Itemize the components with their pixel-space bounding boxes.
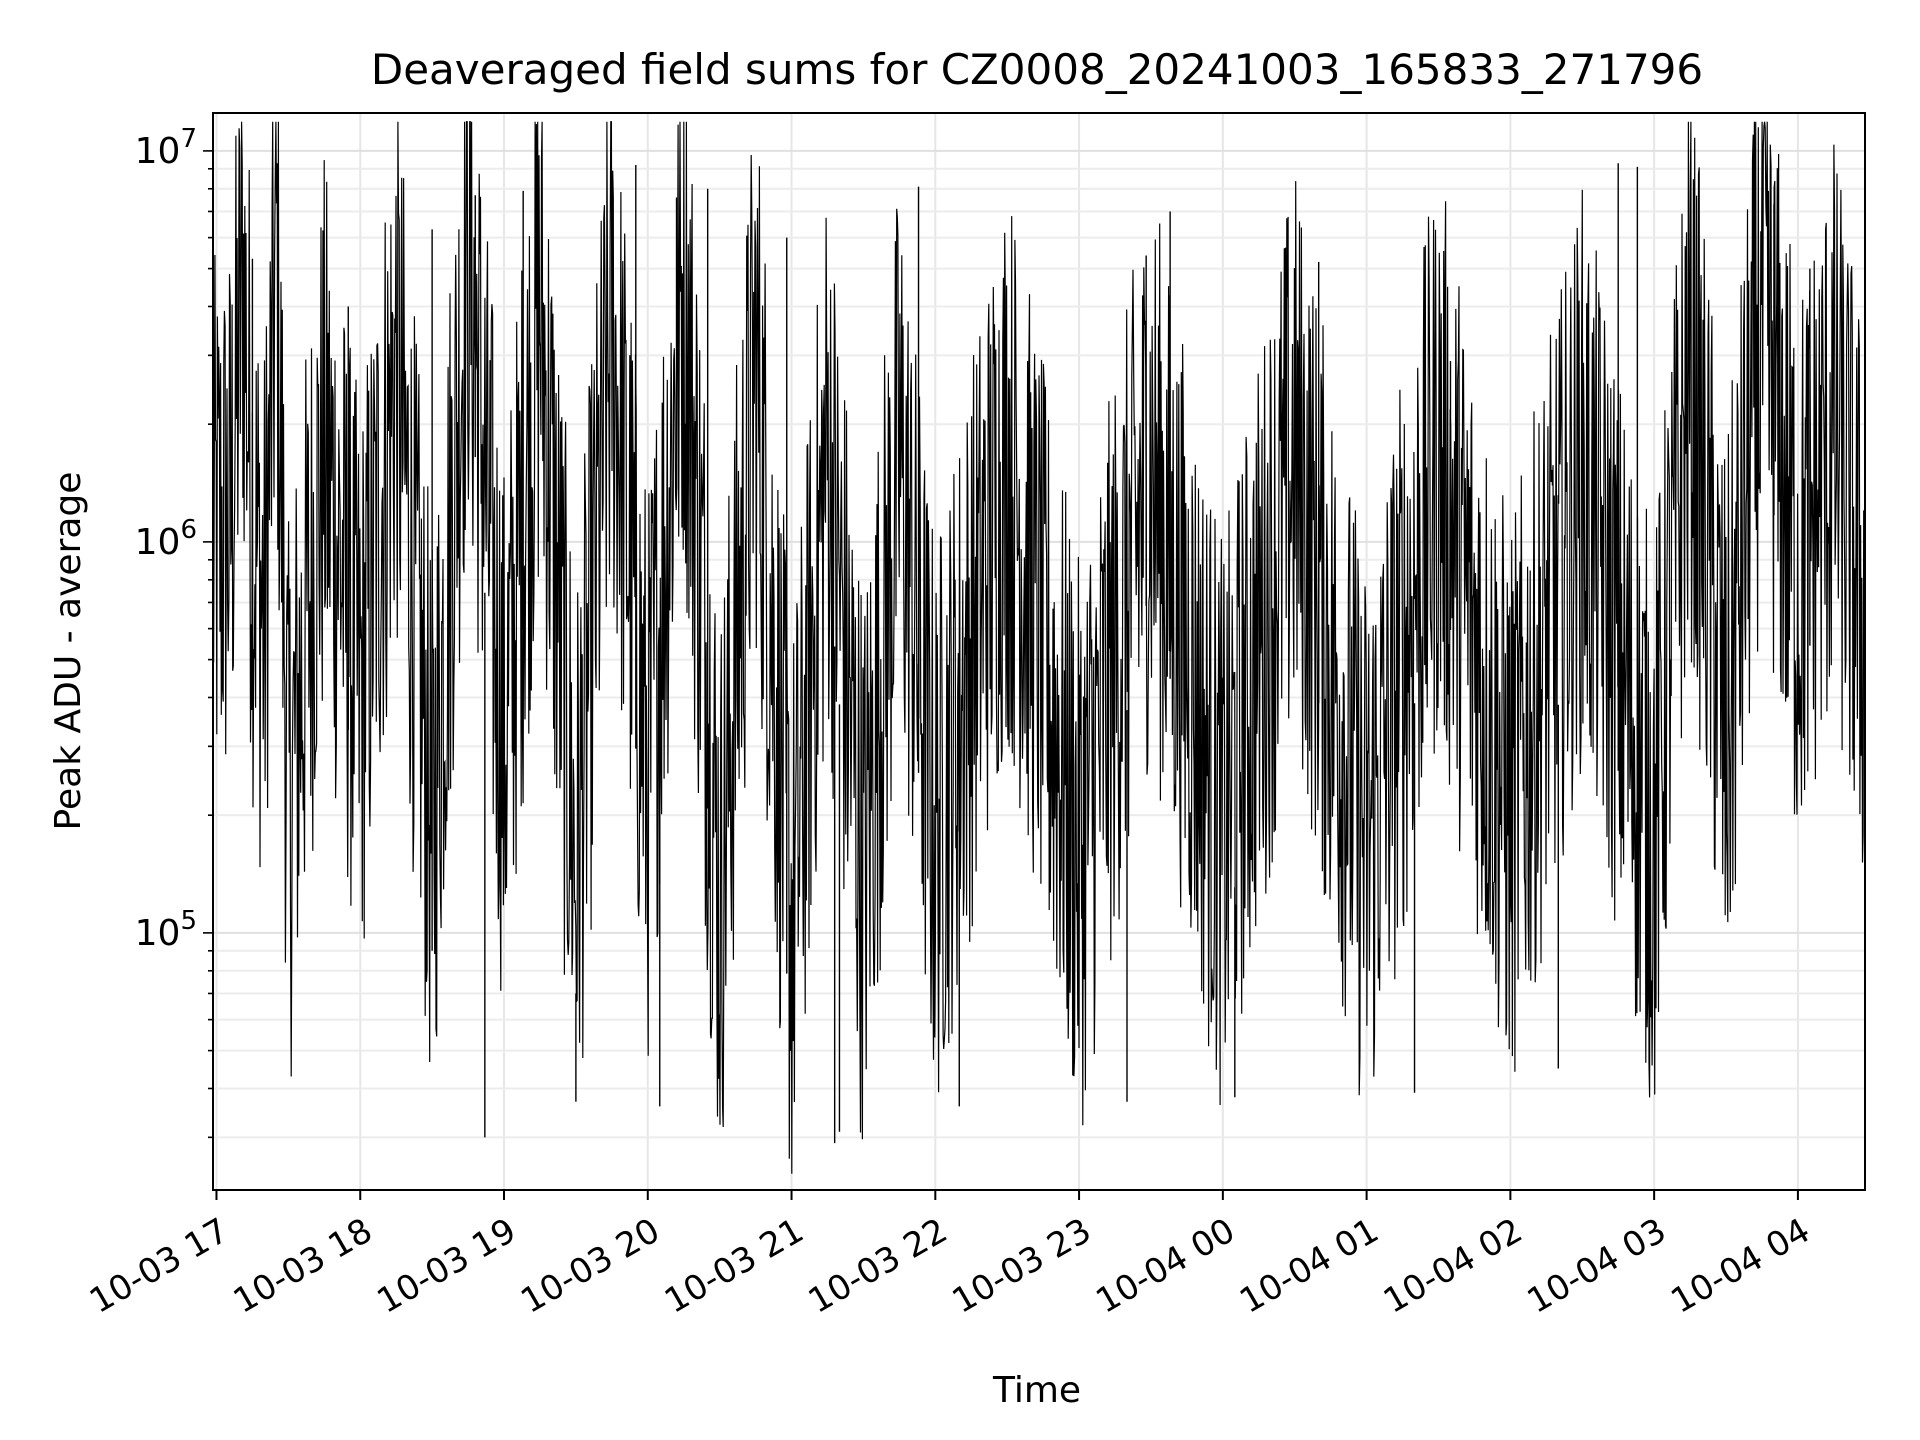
series-line [212,121,1866,1174]
axes-frame [212,112,1866,1191]
y-tick-label: 105 [135,906,197,954]
plot-area [212,121,1866,1174]
y-axis-label: Peak ADU - average [48,472,89,831]
y-tick-label: 106 [135,515,197,563]
x-axis-label: Time [992,1370,1081,1411]
y-tick-label: 107 [135,124,197,172]
y-axis: 105 106 107 [135,124,213,1139]
chart-title: Deaveraged field sums for CZ0008_2024100… [371,45,1703,94]
